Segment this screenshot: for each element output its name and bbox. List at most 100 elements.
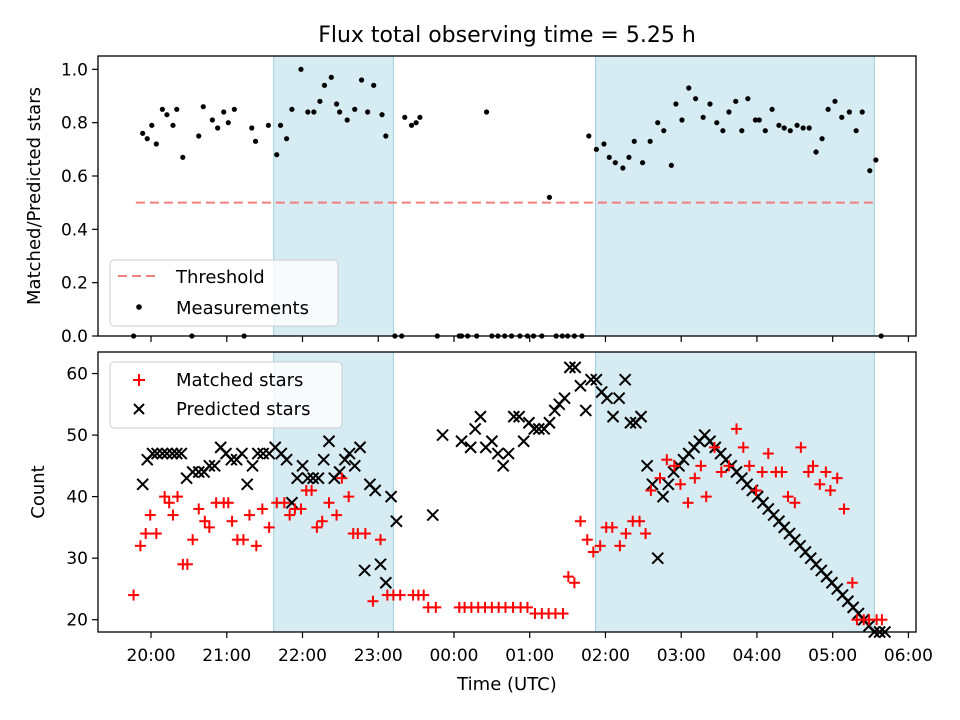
matched-point [181,558,193,570]
predicted-point [225,453,238,466]
measurement-point [825,106,831,112]
measurement-point [846,109,852,115]
matched-point [521,601,533,613]
measurement-point [180,154,186,160]
predicted-point [640,459,654,473]
measurement-point [686,85,692,91]
matched-point [163,497,175,509]
matched-point [587,546,599,558]
measurement-point [853,128,859,134]
top-legend-box [109,259,339,327]
predicted-point [280,453,293,466]
measurement-point [164,112,170,118]
x-tick-label: 02:00 [581,646,630,666]
measurement-point [626,154,632,160]
matched-point [203,521,215,533]
bottom-legend-box [109,361,343,429]
measurement-point [170,122,176,128]
bottom-y-axis-label: Count [28,465,49,518]
measurement-point [745,96,751,102]
top-panel: 0.0 0.2 0.4 0.6 0.8 1.0 Matched/Predicted sta… [24,55,917,347]
x-axis-label: Time (UTC) [456,674,557,695]
measurement-point [668,162,674,168]
bottom-points-layer [128,361,892,639]
matched-point [846,577,858,589]
measurement-point [606,154,612,160]
predicted-point [468,422,482,436]
matched-point [394,589,406,601]
x-tick-label: 23:00 [354,646,403,666]
measurement-point [781,125,787,131]
measurement-point [601,141,607,147]
matched-point [343,491,355,503]
measurement-point [321,82,328,88]
matched-point [557,608,569,620]
predicted-point [146,447,159,460]
predicted-point [235,447,249,460]
matched-point [237,534,249,546]
measurement-point [317,98,323,104]
measurement-point [813,149,819,155]
predicted-point [568,361,582,374]
predicted-point [348,459,361,473]
matched-point [709,441,721,453]
x-tick-label: 04:00 [732,646,781,666]
matched-point [295,503,307,515]
predicted-point [301,471,315,485]
matched-point [674,478,686,490]
top-legend: Threshold Measurements [109,259,339,327]
bottom-legend: Matched stars Predicted stars [109,361,343,429]
matched-point [311,521,323,533]
matched-point [820,466,832,478]
bottom-shading [273,351,875,633]
bottom-y-ticks: 20 30 40 50 60 [66,365,98,631]
measurement-point [700,114,706,120]
measurement-point [215,125,221,131]
measurement-point [714,120,720,126]
predicted-point [312,471,325,485]
legend-predicted-swatch [133,403,145,415]
measurement-point [483,109,490,115]
matched-point [750,484,762,496]
measurement-point [806,125,812,131]
measurement-point [787,128,793,134]
predicted-point [358,564,371,577]
measurement-point [402,114,408,120]
predicted-point [338,453,352,466]
matched-point [668,460,680,472]
matched-point [807,460,819,472]
y-tick-label: 50 [66,426,88,446]
predicted-point [369,484,382,497]
measurement-point [839,114,845,120]
measurement-point [344,117,350,123]
matched-point [331,509,343,521]
matched-point [250,540,262,552]
predicted-point [170,447,183,460]
measurement-point [639,160,646,166]
legend-matched-swatch [133,374,145,386]
measurement-point [776,122,782,128]
measurement-point [859,109,865,115]
measurement-point [383,133,389,139]
predicted-point [379,576,393,589]
measurement-point [274,152,280,158]
matched-point [776,466,788,478]
x-tick-label: 05:00 [808,646,857,666]
x-tick-label: 06:00 [884,646,933,666]
measurement-point [586,133,592,139]
measurement-point [661,128,667,134]
top-points-layer [130,66,884,339]
predicted-point [548,404,561,417]
legend-matched-label: Matched stars [176,370,303,391]
predicted-point [343,447,356,460]
measurement-point [413,120,419,126]
matched-point [640,528,652,540]
matched-point [430,601,442,613]
matched-point [367,595,379,607]
y-tick-label: 0.2 [61,274,88,294]
measurement-point [265,122,272,128]
matched-point [278,497,290,509]
predicted-point [246,459,259,473]
matched-point [661,454,673,466]
